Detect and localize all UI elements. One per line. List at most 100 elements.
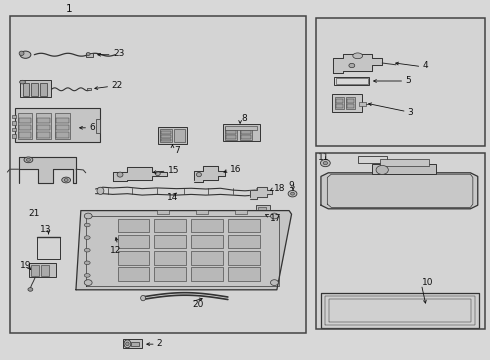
Text: 17: 17 — [270, 213, 281, 222]
Ellipse shape — [20, 51, 31, 58]
Bar — [154, 267, 186, 281]
Text: 10: 10 — [422, 278, 434, 287]
Ellipse shape — [117, 172, 123, 177]
Bar — [191, 267, 223, 281]
Bar — [372, 164, 436, 174]
Text: 13: 13 — [40, 225, 51, 234]
Bar — [196, 210, 208, 214]
Ellipse shape — [353, 53, 363, 59]
Bar — [10, 16, 306, 333]
Bar — [161, 135, 171, 138]
Bar — [191, 251, 223, 265]
Bar — [123, 339, 142, 348]
Bar — [87, 88, 91, 90]
Bar — [118, 219, 149, 232]
Bar — [228, 219, 260, 232]
Bar — [332, 94, 362, 112]
Bar — [154, 219, 186, 232]
Text: 4: 4 — [422, 61, 428, 71]
Bar — [131, 342, 139, 346]
Polygon shape — [250, 187, 272, 199]
Bar — [161, 139, 171, 141]
Bar — [118, 251, 149, 265]
Bar — [41, 265, 49, 276]
Bar — [228, 267, 260, 281]
Text: 15: 15 — [168, 166, 179, 175]
Polygon shape — [321, 293, 479, 328]
Ellipse shape — [84, 280, 92, 285]
Ellipse shape — [288, 190, 297, 197]
Bar — [347, 99, 354, 103]
Ellipse shape — [86, 53, 90, 55]
Ellipse shape — [28, 288, 33, 291]
Text: 14: 14 — [167, 194, 178, 202]
Bar — [37, 132, 50, 138]
Bar — [19, 118, 31, 123]
Text: 6: 6 — [90, 122, 96, 131]
Bar — [118, 235, 149, 248]
Ellipse shape — [155, 171, 160, 176]
Ellipse shape — [26, 158, 30, 161]
Text: 20: 20 — [192, 300, 203, 309]
Ellipse shape — [20, 80, 25, 84]
Bar — [55, 113, 70, 139]
Bar — [316, 18, 485, 146]
Bar — [56, 125, 69, 130]
Ellipse shape — [84, 223, 90, 227]
Ellipse shape — [64, 179, 68, 181]
Bar — [191, 235, 223, 248]
Bar — [258, 207, 266, 212]
Bar — [56, 132, 69, 138]
Ellipse shape — [84, 236, 90, 239]
Bar — [12, 134, 16, 138]
Bar — [226, 130, 236, 134]
Polygon shape — [19, 157, 76, 183]
Bar — [12, 128, 16, 131]
Bar — [37, 118, 50, 123]
Bar — [174, 129, 185, 142]
Polygon shape — [113, 167, 167, 181]
Bar — [256, 205, 270, 213]
Bar — [12, 121, 16, 125]
Text: 18: 18 — [274, 184, 286, 193]
Text: 9: 9 — [288, 181, 294, 190]
Polygon shape — [321, 173, 478, 209]
Bar — [336, 104, 343, 108]
Ellipse shape — [84, 274, 90, 277]
Bar — [10, 16, 306, 333]
Ellipse shape — [376, 165, 388, 174]
Ellipse shape — [320, 159, 330, 167]
Text: 22: 22 — [112, 81, 123, 90]
Bar — [380, 159, 429, 166]
Text: 3: 3 — [408, 108, 414, 117]
Bar — [86, 53, 93, 57]
Bar — [15, 108, 100, 142]
Bar — [235, 210, 247, 214]
Bar — [29, 263, 56, 277]
Bar — [336, 78, 368, 84]
Ellipse shape — [196, 172, 201, 177]
Ellipse shape — [84, 248, 90, 252]
Bar — [118, 267, 149, 281]
Bar — [56, 118, 69, 123]
Bar — [158, 127, 187, 144]
Bar — [346, 97, 355, 109]
Ellipse shape — [125, 342, 129, 346]
Text: 11: 11 — [318, 153, 329, 162]
Bar — [228, 235, 260, 248]
Text: 5: 5 — [405, 76, 411, 85]
Bar — [154, 235, 186, 248]
Ellipse shape — [84, 261, 90, 265]
Bar — [20, 80, 51, 97]
Ellipse shape — [19, 51, 24, 55]
Bar — [31, 265, 39, 276]
Bar — [226, 135, 236, 139]
Bar — [225, 126, 257, 130]
Ellipse shape — [124, 340, 131, 348]
Bar — [40, 83, 47, 96]
Ellipse shape — [270, 280, 278, 285]
Ellipse shape — [62, 177, 71, 183]
Text: 21: 21 — [28, 209, 40, 217]
Bar — [347, 104, 354, 108]
Text: 7: 7 — [174, 146, 180, 155]
